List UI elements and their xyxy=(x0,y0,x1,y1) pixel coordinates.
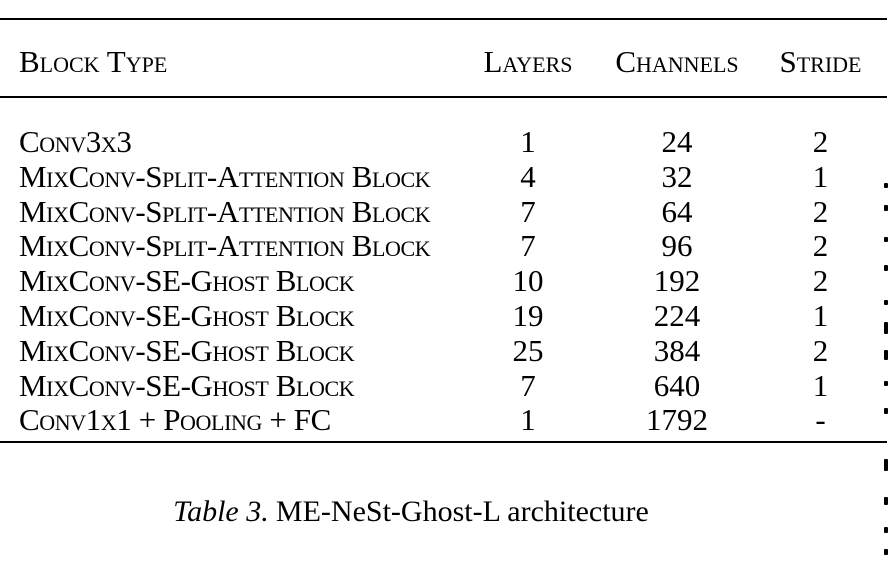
column-header-stride: Stride xyxy=(779,44,862,79)
cell-stride: 2 xyxy=(812,124,829,159)
cell-stride: 2 xyxy=(812,193,829,229)
table-row: Conv3x3 1 24 2 xyxy=(0,124,888,160)
cell-block-type: MixConv-SE-Ghost Block xyxy=(19,263,355,299)
table-body: Conv3x3 1 24 2 MixConv-Split-Attention B… xyxy=(0,124,888,438)
cell-stride: 1 xyxy=(812,297,829,333)
clipped-text-fragment xyxy=(884,183,888,188)
clipped-text-fragment xyxy=(884,527,888,533)
cell-layers: 10 xyxy=(512,263,544,299)
table-mid-rule xyxy=(0,96,887,98)
cell-stride: 1 xyxy=(812,158,829,194)
cell-channels: 96 xyxy=(661,228,693,264)
cell-block-type: Conv1x1 + Pooling + FC xyxy=(19,402,331,438)
clipped-text-fragment xyxy=(884,381,888,386)
clipped-text-fragment xyxy=(884,237,888,242)
table-row: MixConv-Split-Attention Block 4 32 1 xyxy=(0,158,888,195)
caption-text: ME-NeSt-Ghost-L architecture xyxy=(275,495,649,528)
clipped-text-fragment xyxy=(884,497,888,505)
cell-block-type: MixConv-SE-Ghost Block xyxy=(19,332,355,368)
table-row: MixConv-SE-Ghost Block 7 640 1 xyxy=(0,367,888,404)
cell-channels: 1792 xyxy=(646,402,708,438)
clipped-text-fragment xyxy=(884,322,888,334)
cell-channels: 192 xyxy=(653,263,701,299)
table-row: MixConv-SE-Ghost Block 19 224 1 xyxy=(0,297,888,334)
cell-stride: 2 xyxy=(812,332,829,368)
cell-channels: 384 xyxy=(653,332,701,368)
table-row: MixConv-SE-Ghost Block 25 384 2 xyxy=(0,332,888,369)
cell-layers: 7 xyxy=(520,367,536,403)
table-row: MixConv-Split-Attention Block 7 64 2 xyxy=(0,193,888,230)
cell-layers: 1 xyxy=(520,402,536,438)
table-caption: Table 3. ME-NeSt-Ghost-L architecture xyxy=(0,494,822,530)
clipped-text-fragment xyxy=(884,350,888,360)
table-row: MixConv-Split-Attention Block 7 96 2 xyxy=(0,229,888,264)
cell-layers: 7 xyxy=(520,193,536,229)
cell-block-type: Conv3x3 xyxy=(19,124,132,159)
clipped-text-fragment xyxy=(884,205,888,211)
clipped-text-fragment xyxy=(884,265,888,271)
cell-stride: - xyxy=(815,402,826,438)
cell-channels: 24 xyxy=(661,124,693,159)
table-top-rule xyxy=(0,18,887,20)
cell-channels: 32 xyxy=(661,158,693,194)
cell-layers: 7 xyxy=(520,228,536,264)
column-header-block-type: Block Type xyxy=(19,44,168,79)
cell-channels: 224 xyxy=(653,297,701,333)
cell-block-type: MixConv-Split-Attention Block xyxy=(19,228,431,264)
table-row: Conv1x1 + Pooling + FC 1 1792 - xyxy=(0,403,888,438)
clipped-text-fragment xyxy=(884,300,888,305)
table-header-row: Block Type Layers Channels Stride xyxy=(0,46,888,78)
cell-block-type: MixConv-SE-Ghost Block xyxy=(19,367,355,403)
cell-stride: 2 xyxy=(812,228,829,264)
column-header-layers: Layers xyxy=(483,44,573,79)
cell-block-type: MixConv-Split-Attention Block xyxy=(19,158,431,194)
clipped-text-fragment xyxy=(884,459,888,471)
cell-stride: 2 xyxy=(812,263,829,299)
cell-block-type: MixConv-SE-Ghost Block xyxy=(19,297,355,333)
cell-layers: 4 xyxy=(520,158,536,194)
cell-layers: 1 xyxy=(520,124,536,159)
cell-channels: 640 xyxy=(653,367,701,403)
cell-block-type: MixConv-Split-Attention Block xyxy=(19,193,431,229)
caption-label: Table 3. xyxy=(173,495,269,528)
cell-channels: 64 xyxy=(661,193,693,229)
cell-layers: 19 xyxy=(512,297,544,333)
clipped-text-fragment xyxy=(884,549,888,555)
table-row: MixConv-SE-Ghost Block 10 192 2 xyxy=(0,263,888,299)
cell-stride: 1 xyxy=(812,367,829,403)
cell-layers: 25 xyxy=(512,332,544,368)
table-bottom-rule xyxy=(0,441,887,443)
column-header-channels: Channels xyxy=(615,44,739,79)
clipped-text-fragment xyxy=(884,408,888,414)
